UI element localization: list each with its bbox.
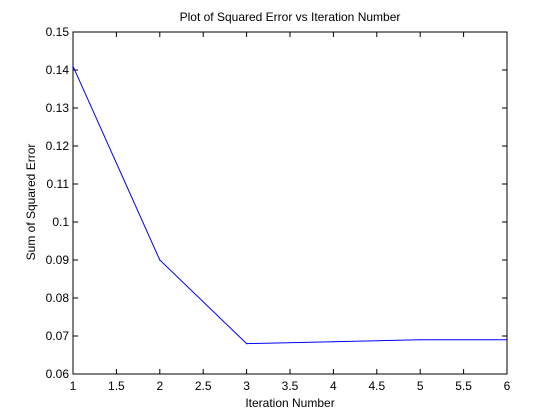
y-tick-label: 0.13 [46, 101, 70, 115]
x-tick-label: 6 [504, 379, 511, 393]
x-tick-label: 2.5 [195, 379, 212, 393]
data-point [159, 259, 161, 261]
data-point [419, 339, 421, 341]
x-tick-label: 3 [243, 379, 250, 393]
y-tick-label: 0.09 [46, 253, 70, 267]
x-tick-label: 1.5 [108, 379, 125, 393]
y-tick-label: 0.07 [46, 329, 70, 343]
data-point [506, 339, 508, 341]
y-axis-title: Sum of Squared Error [24, 144, 38, 261]
series-line [72, 65, 507, 345]
y-tick-label: 0.12 [46, 139, 70, 153]
y-tick-label: 0.14 [46, 63, 70, 77]
x-tick-label: 4.5 [368, 379, 385, 393]
x-tick-label: 4 [330, 379, 337, 393]
y-tick-label: 0.1 [52, 215, 69, 229]
y-tick-label: 0.15 [46, 25, 70, 39]
data-point [332, 341, 334, 343]
x-axis-title: Iteration Number [245, 396, 334, 410]
plot-area: 1 1.5 2 2.5 3 3.5 4 4.5 5 5.5 6 0.06 0.07 0.08 0.09 0.1… [46, 25, 511, 393]
x-tick-label: 3.5 [282, 379, 299, 393]
y-tick-label: 0.11 [47, 177, 70, 191]
x-tick-label: 5.5 [455, 379, 472, 393]
x-tick-label: 2 [156, 379, 163, 393]
y-tick-label: 0.06 [46, 367, 70, 381]
y-tick-label: 0.08 [46, 291, 70, 305]
x-tick-label: 5 [417, 379, 424, 393]
chart-title: Plot of Squared Error vs Iteration Numbe… [180, 10, 401, 24]
data-point [246, 343, 248, 345]
data-point [72, 65, 74, 67]
x-tick-label: 1 [70, 379, 77, 393]
